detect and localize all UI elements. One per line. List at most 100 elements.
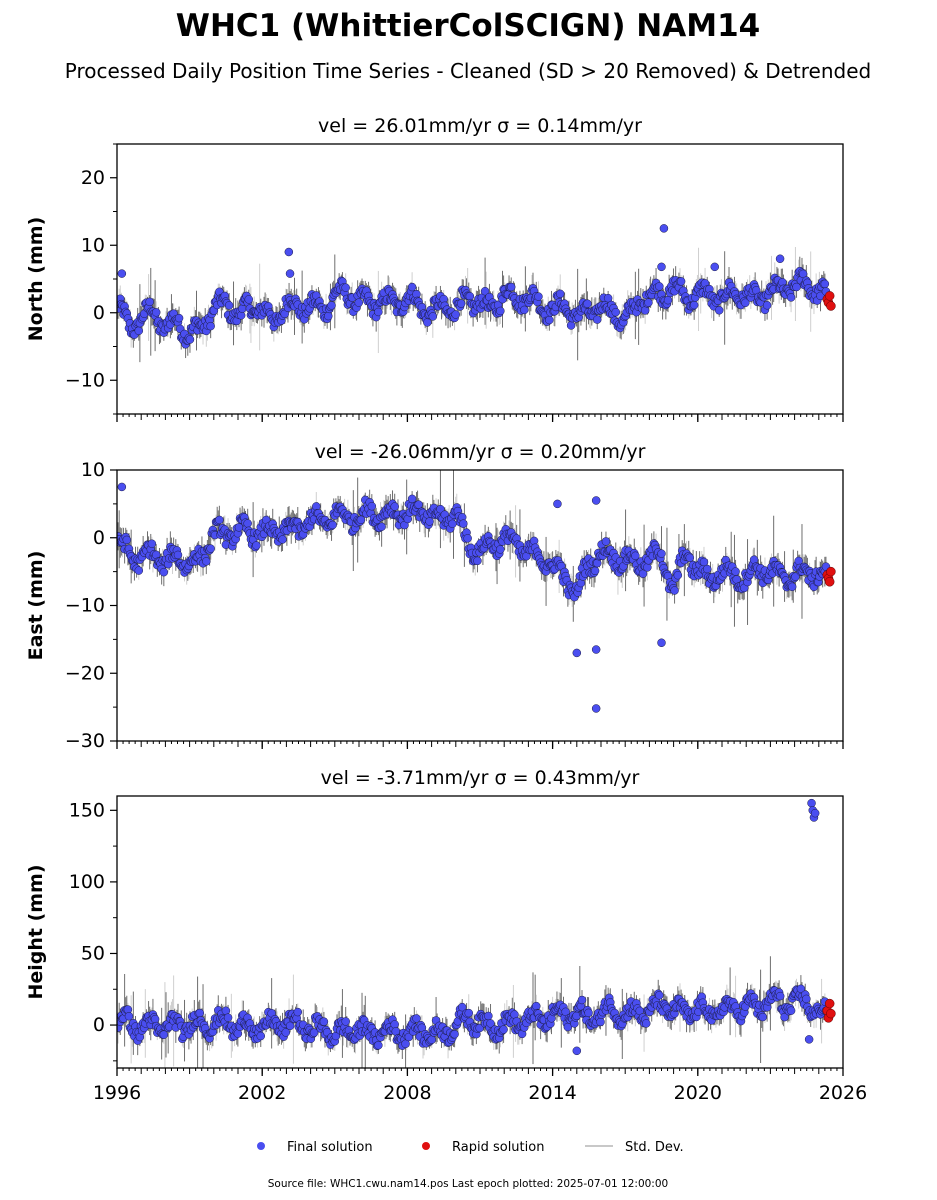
final-point bbox=[484, 1011, 493, 1021]
final-point bbox=[354, 298, 364, 307]
rapid-point bbox=[824, 998, 835, 1009]
final-point bbox=[147, 539, 157, 548]
rapid-point bbox=[824, 291, 835, 301]
chart-title: WHC1 (WhittierColSCIGN) NAM14 bbox=[176, 8, 760, 44]
y-tick-label: −30 bbox=[65, 730, 105, 752]
final-point bbox=[134, 326, 144, 336]
final-point bbox=[145, 297, 154, 307]
panel-east: −30 −20 −10 0 10 vel = -26.06mm/yr σ = 0.20mm… bbox=[25, 441, 844, 752]
final-point bbox=[780, 1012, 789, 1022]
y-axis-label: North (mm) bbox=[25, 217, 47, 342]
final-point bbox=[367, 501, 377, 511]
final-outlier-point bbox=[807, 798, 816, 808]
rapid-point bbox=[826, 1008, 836, 1019]
x-tick-label: 2020 bbox=[674, 1082, 722, 1104]
final-point bbox=[596, 1017, 605, 1027]
final-point bbox=[278, 535, 287, 544]
y-tick-label: 10 bbox=[81, 234, 105, 256]
final-point bbox=[281, 1028, 291, 1037]
final-point bbox=[702, 564, 712, 574]
final-point bbox=[820, 279, 830, 289]
final-outlier-point bbox=[657, 262, 666, 272]
final-point bbox=[520, 305, 529, 315]
legend-rapid-marker bbox=[422, 1142, 430, 1150]
final-outlier-point bbox=[285, 269, 295, 278]
final-point bbox=[319, 1017, 329, 1026]
final-point bbox=[802, 994, 811, 1004]
final-point bbox=[457, 1002, 467, 1012]
final-point bbox=[374, 307, 383, 317]
panel-north: −10 0 10 20 vel = 26.01mm/yr σ = 0.14mm/yr No… bbox=[25, 115, 844, 422]
rapid-point bbox=[826, 566, 836, 577]
final-point bbox=[496, 306, 505, 316]
final-point bbox=[459, 519, 468, 528]
final-point bbox=[584, 1008, 593, 1018]
final-outlier-point bbox=[572, 648, 582, 658]
final-point bbox=[202, 557, 211, 566]
final-point bbox=[486, 1019, 495, 1028]
y-tick-label: 10 bbox=[81, 459, 105, 481]
final-point bbox=[224, 301, 234, 310]
final-outlier-point bbox=[591, 645, 601, 654]
final-point bbox=[611, 307, 621, 317]
final-point bbox=[741, 298, 750, 308]
final-outlier-point bbox=[591, 704, 601, 713]
final-point bbox=[427, 1035, 436, 1044]
final-point bbox=[798, 269, 808, 279]
final-point bbox=[324, 311, 333, 321]
final-point bbox=[577, 995, 587, 1005]
final-point bbox=[327, 301, 336, 310]
final-point bbox=[252, 541, 261, 550]
final-point bbox=[532, 1001, 541, 1011]
y-axis-label: East (mm) bbox=[25, 551, 47, 661]
y-tick-label: 100 bbox=[69, 871, 105, 893]
final-point bbox=[590, 566, 600, 576]
final-point bbox=[448, 519, 457, 529]
final-point bbox=[603, 293, 613, 303]
final-point bbox=[787, 582, 797, 592]
final-point bbox=[699, 557, 709, 567]
final-point bbox=[657, 549, 666, 558]
final-point bbox=[390, 1020, 399, 1029]
final-point bbox=[451, 310, 460, 319]
final-point bbox=[566, 321, 576, 330]
final-point bbox=[464, 1008, 473, 1018]
final-point bbox=[195, 1008, 205, 1018]
chart-subtitle: Processed Daily Position Time Series - C… bbox=[65, 59, 871, 83]
final-point bbox=[206, 544, 215, 553]
final-point bbox=[644, 298, 653, 307]
final-point bbox=[390, 502, 399, 511]
final-point bbox=[407, 282, 417, 292]
final-point bbox=[215, 515, 224, 525]
final-point bbox=[762, 301, 772, 310]
final-point bbox=[341, 283, 350, 292]
x-tick-label: 2002 bbox=[238, 1082, 286, 1104]
final-point bbox=[642, 1019, 651, 1028]
final-outlier-point bbox=[553, 499, 562, 509]
final-point bbox=[758, 1012, 768, 1022]
legend-final-label: Final solution bbox=[287, 1140, 373, 1155]
final-point bbox=[174, 313, 184, 323]
legend-final-marker bbox=[257, 1142, 265, 1150]
final-point bbox=[643, 563, 652, 572]
footer-source: Source file: WHC1.cwu.nam14.pos Last epo… bbox=[268, 1178, 668, 1190]
final-point bbox=[496, 545, 505, 554]
final-point bbox=[237, 304, 247, 313]
x-tick-label: 2014 bbox=[528, 1082, 576, 1104]
final-point bbox=[185, 335, 195, 344]
final-point bbox=[786, 1006, 796, 1015]
final-point bbox=[676, 277, 686, 286]
final-point bbox=[134, 566, 144, 575]
final-outlier-point bbox=[710, 262, 719, 272]
final-point bbox=[450, 1029, 459, 1039]
final-point bbox=[499, 1025, 508, 1034]
final-point bbox=[341, 1017, 350, 1026]
final-point bbox=[791, 572, 800, 581]
panel-title: vel = -26.06mm/yr σ = 0.20mm/yr bbox=[315, 441, 646, 463]
final-point bbox=[534, 292, 543, 301]
final-point bbox=[293, 1007, 303, 1017]
final-point bbox=[731, 567, 740, 576]
final-point bbox=[391, 1027, 401, 1036]
y-axis-label: Height (mm) bbox=[25, 864, 47, 999]
final-point bbox=[243, 519, 252, 528]
